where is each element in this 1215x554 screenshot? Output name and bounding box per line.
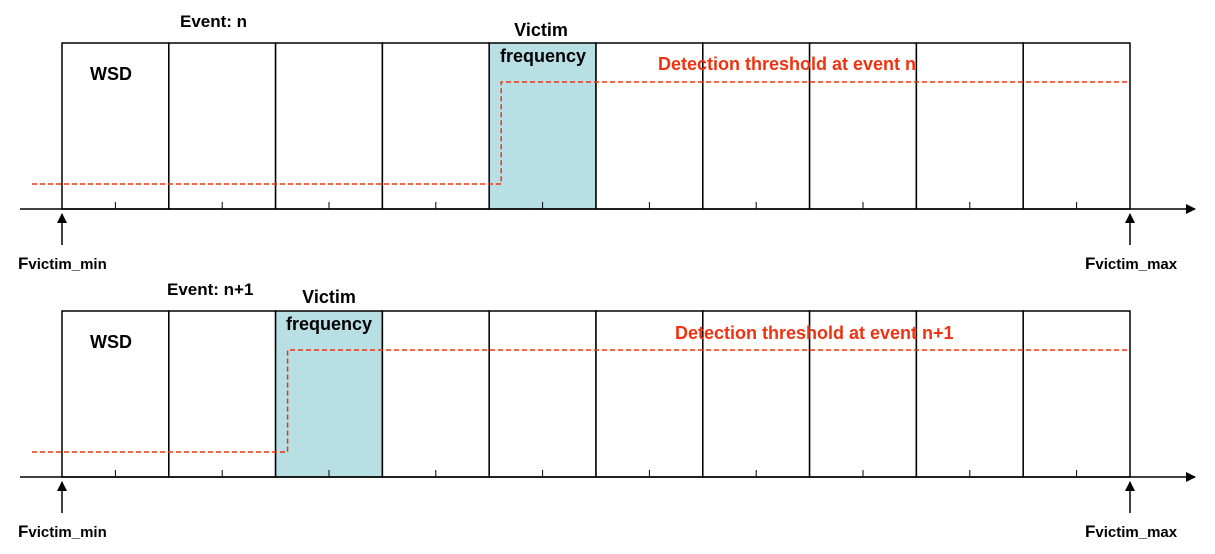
threshold-path bbox=[32, 349, 1127, 453]
detection-threshold-line bbox=[32, 81, 1127, 185]
channel-cell bbox=[381, 42, 490, 210]
detection-threshold-line bbox=[32, 349, 1127, 453]
panel-event-n: Event: n WSD Victim frequency Detection … bbox=[18, 12, 1196, 273]
channel-cell bbox=[1022, 42, 1131, 210]
channel-grid bbox=[61, 310, 1131, 478]
channel-cell bbox=[915, 42, 1024, 210]
channel-cell bbox=[488, 310, 597, 478]
channel-cell bbox=[702, 310, 811, 478]
threshold-label: Detection threshold at event n bbox=[658, 54, 916, 74]
panel-event-n-plus-1: Event: n+1 WSD Victim frequency Detectio… bbox=[18, 280, 1196, 541]
fmax-label: Fvictim_max bbox=[1085, 254, 1178, 273]
channel-cell bbox=[274, 42, 384, 210]
channel-cell bbox=[168, 42, 277, 210]
channel-cell bbox=[808, 310, 918, 478]
channel-cell bbox=[381, 310, 490, 478]
victim-channel bbox=[274, 310, 384, 478]
victim-label-line1: Victim bbox=[302, 287, 356, 307]
channel-cell bbox=[595, 310, 704, 478]
wsd-label: WSD bbox=[90, 64, 132, 84]
fmin-label: Fvictim_min bbox=[18, 522, 107, 541]
fmax-label: Fvictim_max bbox=[1085, 522, 1178, 541]
channel-cell bbox=[702, 42, 811, 210]
victim-label-line1: Victim bbox=[514, 20, 568, 40]
channel-cell bbox=[168, 310, 277, 478]
channel-cell bbox=[61, 310, 170, 478]
channel-cell bbox=[595, 42, 704, 210]
channel-cell bbox=[1022, 310, 1131, 478]
victim-label-line2: frequency bbox=[500, 46, 586, 66]
axis-ticks bbox=[114, 202, 1078, 209]
wsd-label: WSD bbox=[90, 332, 132, 352]
channel-grid bbox=[61, 42, 1131, 210]
axis-ticks bbox=[114, 470, 1078, 477]
event-label: Event: n bbox=[180, 12, 247, 31]
threshold-label: Detection threshold at event n+1 bbox=[675, 323, 954, 343]
threshold-path bbox=[32, 81, 1127, 185]
victim-label-line2: frequency bbox=[286, 314, 372, 334]
event-label: Event: n+1 bbox=[167, 280, 253, 299]
fmin-label: Fvictim_min bbox=[18, 254, 107, 273]
victim-channel bbox=[488, 42, 597, 210]
channel-cell bbox=[61, 42, 170, 210]
